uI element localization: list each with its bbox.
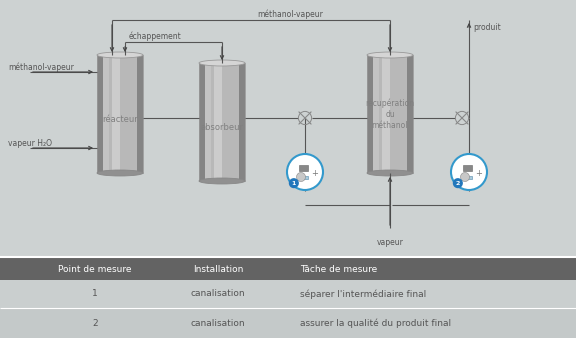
Circle shape bbox=[460, 172, 469, 182]
Bar bbox=[199, 63, 245, 181]
Circle shape bbox=[451, 154, 487, 190]
Text: échappement: échappement bbox=[129, 31, 182, 41]
Circle shape bbox=[289, 178, 299, 188]
Text: assurer la qualité du produit final: assurer la qualité du produit final bbox=[300, 318, 451, 328]
Bar bbox=[0, 280, 576, 308]
Ellipse shape bbox=[97, 52, 143, 58]
Text: vapeur: vapeur bbox=[377, 238, 403, 247]
Bar bbox=[214, 63, 222, 181]
Text: +: + bbox=[312, 169, 319, 178]
Text: canalisation: canalisation bbox=[191, 290, 245, 298]
Ellipse shape bbox=[97, 170, 143, 176]
Text: produit: produit bbox=[473, 23, 501, 31]
Bar bbox=[199, 63, 204, 181]
Ellipse shape bbox=[199, 60, 245, 66]
Text: Tâche de mesure: Tâche de mesure bbox=[300, 265, 377, 273]
Text: méthanol-vapeur: méthanol-vapeur bbox=[257, 9, 323, 19]
Text: canalisation: canalisation bbox=[191, 318, 245, 328]
Bar bbox=[407, 55, 413, 173]
Circle shape bbox=[297, 172, 305, 182]
Text: Installation: Installation bbox=[193, 265, 243, 273]
Text: 1: 1 bbox=[291, 180, 296, 186]
Text: 2: 2 bbox=[456, 180, 460, 186]
Text: +: + bbox=[476, 169, 483, 178]
Bar bbox=[373, 55, 380, 173]
Bar bbox=[382, 55, 390, 173]
Text: séparer l'intermédiaire final: séparer l'intermédiaire final bbox=[300, 289, 426, 299]
Text: réacteur: réacteur bbox=[102, 115, 138, 124]
Bar bbox=[240, 63, 245, 181]
Text: récupération
du
méthanol: récupération du méthanol bbox=[365, 98, 415, 130]
Text: vapeur H₂O: vapeur H₂O bbox=[8, 139, 52, 147]
Bar bbox=[0, 308, 576, 338]
Ellipse shape bbox=[199, 178, 245, 184]
Bar bbox=[468, 176, 472, 179]
Bar bbox=[204, 63, 211, 181]
Ellipse shape bbox=[367, 52, 413, 58]
Bar bbox=[103, 55, 109, 173]
Text: absorbeur: absorbeur bbox=[200, 123, 244, 132]
Ellipse shape bbox=[367, 170, 413, 176]
Bar bbox=[97, 55, 103, 173]
Bar bbox=[463, 165, 472, 171]
Bar bbox=[299, 165, 308, 171]
Bar bbox=[199, 63, 245, 181]
Text: 2: 2 bbox=[92, 318, 98, 328]
Bar bbox=[367, 55, 413, 173]
Bar bbox=[112, 55, 120, 173]
Bar bbox=[97, 55, 143, 173]
Bar bbox=[138, 55, 143, 173]
Text: 1: 1 bbox=[92, 290, 98, 298]
Bar bbox=[367, 55, 413, 173]
Bar bbox=[367, 55, 373, 173]
Circle shape bbox=[287, 154, 323, 190]
Bar bbox=[97, 55, 143, 173]
Text: méthanol-vapeur: méthanol-vapeur bbox=[8, 62, 74, 72]
Circle shape bbox=[453, 178, 463, 188]
Bar bbox=[0, 258, 576, 280]
Text: Point de mesure: Point de mesure bbox=[58, 265, 132, 273]
Bar bbox=[304, 176, 308, 179]
